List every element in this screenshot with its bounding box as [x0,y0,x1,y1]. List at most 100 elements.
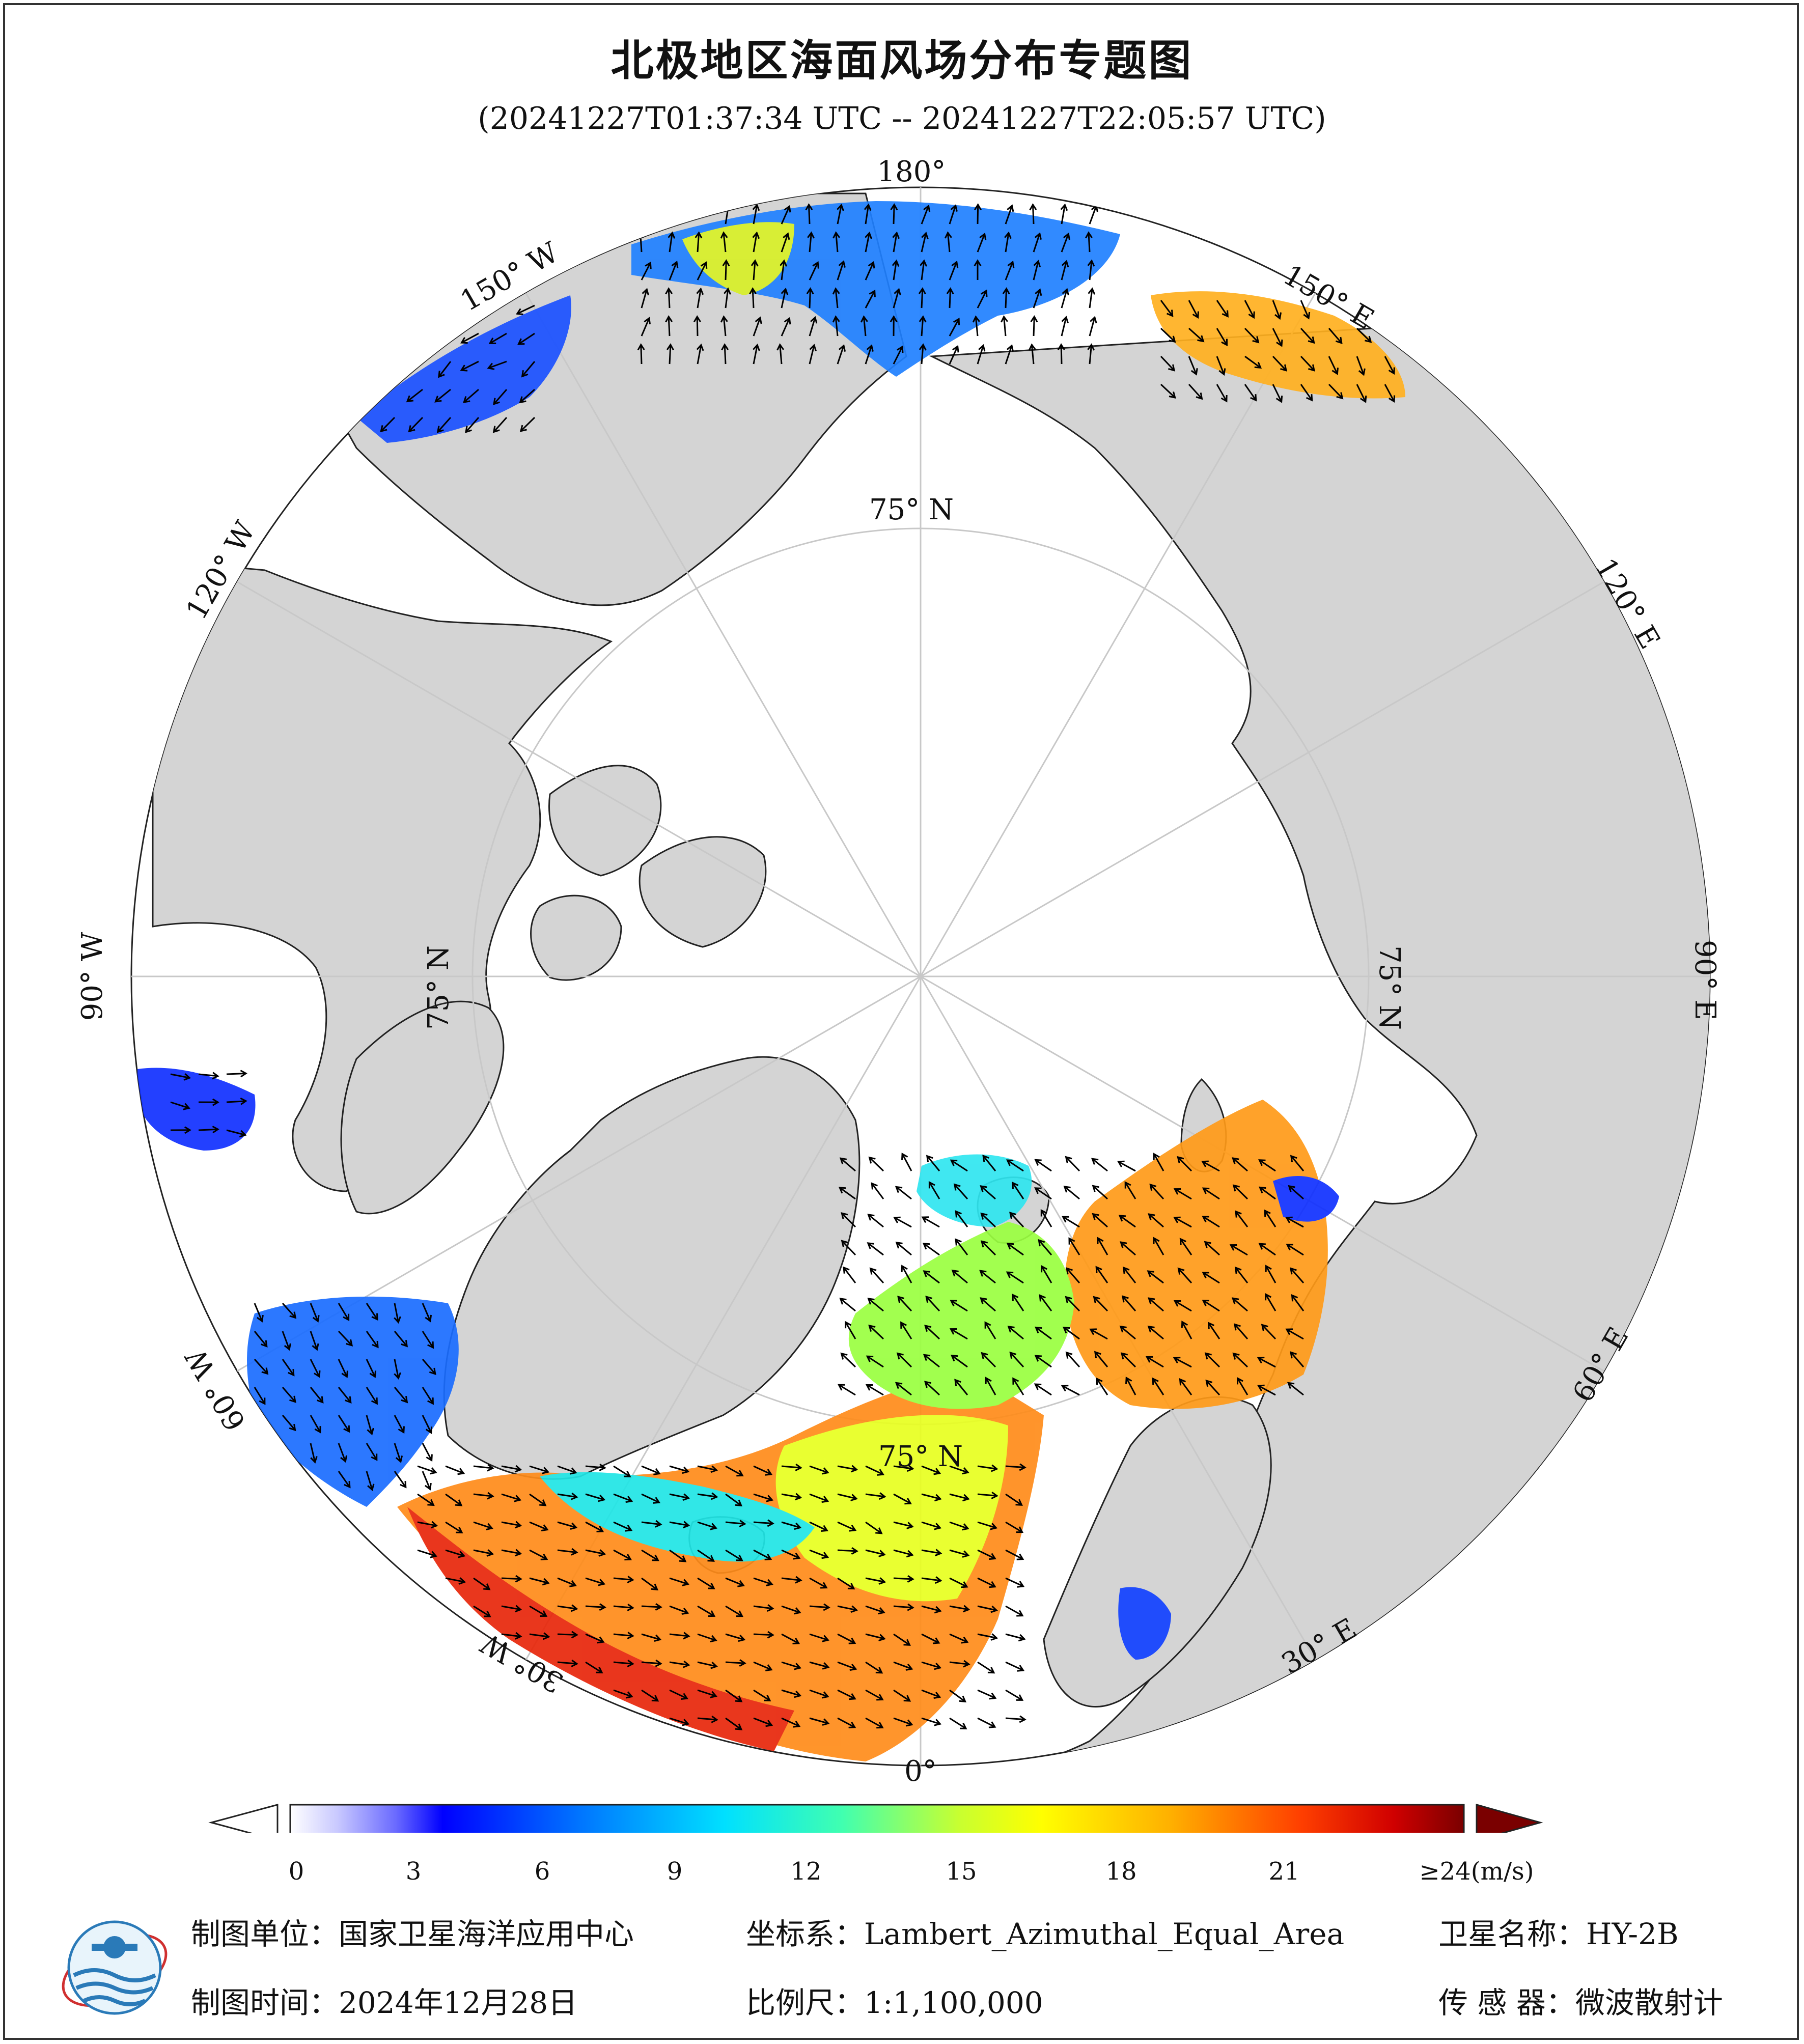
wind-vector [1120,1326,1136,1340]
wind-vector [493,389,508,405]
wind-vector [893,1465,913,1470]
wind-vector-head [990,1523,998,1530]
wind-vector [921,1549,941,1554]
wind-vector [863,317,867,337]
wind-vector-head [736,1470,744,1477]
wind-vector [954,1184,968,1199]
wind-vector [1035,1383,1052,1396]
wind-vector [1097,1238,1108,1255]
wind-vector-head [711,1715,718,1723]
wind-vector-head [783,232,790,240]
wind-vector [893,1521,913,1528]
wind-vector-head [752,203,760,211]
wind-vector-head [1202,1187,1210,1194]
wind-vector [366,1471,373,1490]
wind-vector [394,1331,408,1347]
wind-vector-head [1006,1159,1014,1166]
wind-vector [753,1605,773,1610]
wind-vector-head [570,1522,578,1530]
wind-vector [949,1465,968,1473]
wind-vector [865,205,870,225]
wind-vector-head [710,1465,718,1473]
wind-vector [198,1073,218,1077]
wind-vector [338,1359,348,1377]
colorbar-tick-21: 21 [1268,1857,1300,1886]
wind-vector [779,344,783,365]
wind-vector [254,1359,268,1375]
wind-vector-head [903,1639,911,1646]
wind-vector-head [1192,311,1199,319]
wind-vector [529,1577,549,1584]
wind-vector-head [1149,1183,1157,1191]
wind-vector [1033,261,1039,281]
lon-label-0: 0° [904,1755,937,1788]
wind-vector [394,1415,405,1433]
wind-vector [366,1331,379,1348]
wind-region-bering-yellow [682,222,794,295]
colorbar-tick-18: 18 [1105,1857,1137,1886]
wind-vector [835,289,839,309]
wind-vector [170,1101,189,1109]
wind-vector-head [426,1454,433,1462]
wind-vector [438,361,452,378]
wind-vector-head [240,1097,247,1105]
wind-vector-head [598,1579,606,1586]
wind-vector-head [344,1480,351,1489]
wind-vector [929,1182,940,1199]
wind-vector-head [935,1576,942,1584]
wind-vector [1291,1295,1305,1311]
wind-vector-head [989,1692,997,1700]
wind-vector-head [933,1692,941,1699]
wind-vector [1258,1357,1276,1368]
wind-vector-head [486,1549,494,1557]
wind-vector-head [869,289,876,297]
wind-vector [952,1270,968,1284]
wind-vector-head [1308,337,1315,344]
wind-vector-head [950,204,958,212]
wind-vector-head [807,231,815,239]
wind-vector-head [212,1126,219,1134]
wind-vector [926,1296,940,1312]
wind-vector [529,1549,547,1560]
wind-vector-head [519,425,527,432]
wind-vector-head [1124,1181,1131,1189]
wind-vector [894,1217,912,1228]
wind-vector [641,318,650,337]
wind-vector-head [867,1214,875,1221]
wind-vector [1035,1159,1052,1172]
wind-vector [921,1465,940,1474]
wind-vector-head [312,1343,319,1351]
wind-vector [366,1303,378,1320]
wind-vector [1178,1268,1192,1284]
wind-vector [669,1717,688,1725]
wind-vector [865,1577,885,1583]
wind-vector-head [907,1575,914,1583]
wind-vector [585,1549,605,1555]
wind-vector-head [1202,1299,1210,1306]
wind-vector [1244,384,1257,401]
wind-vector-head [919,315,927,323]
wind-vector [841,1212,856,1228]
wind-vector [865,1521,882,1534]
wind-vector [1060,344,1063,365]
wind-vector [947,233,951,253]
wind-vector [837,1633,855,1644]
wind-vector-head [682,1660,690,1668]
wind-vector-head [425,1314,432,1323]
colorbar-tick-24: ≥24(m/s) [1419,1857,1534,1886]
wind-vector-head [261,1340,268,1348]
wind-vector-head [839,1157,847,1165]
wind-vector-head [721,343,729,351]
wind-vector-head [1012,1293,1019,1301]
wind-vector [282,1387,296,1403]
wind-vector-head [1264,1209,1271,1217]
wind-vector [697,262,707,281]
colorbar-tick-0: 0 [288,1857,304,1886]
wind-vector [977,1549,995,1559]
wind-vector [394,1303,399,1323]
wind-vector [725,1633,744,1641]
colorbar-tick-12: 12 [790,1857,822,1886]
wind-vector-head [934,1606,942,1614]
wind-vector-head [904,1498,912,1505]
wind-vector-head [1007,204,1014,212]
